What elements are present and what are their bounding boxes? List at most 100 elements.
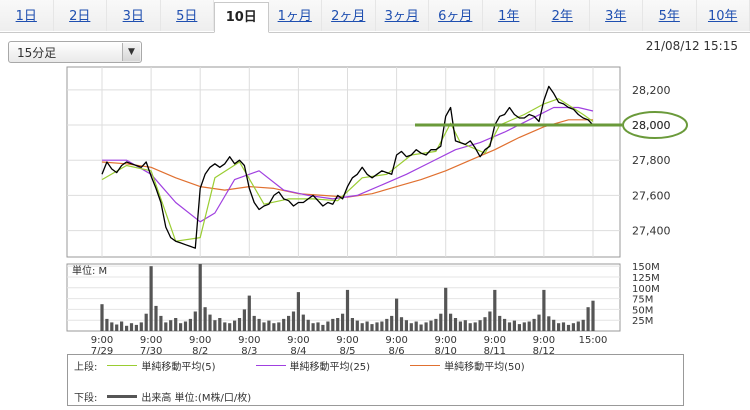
tab-4[interactable]: 10日	[214, 2, 269, 33]
volume-ytick-label: 100M	[632, 284, 660, 295]
tab-7[interactable]: 3ヶ月	[375, 0, 429, 31]
interval-select[interactable]: 15分足 ▼	[8, 41, 142, 63]
tab-2[interactable]: 3日	[107, 0, 161, 31]
legend-ma50-label: 単純移動平均(50)	[444, 362, 525, 373]
volume-bar	[458, 321, 462, 331]
volume-bar	[591, 300, 595, 331]
legend-volume-label: 出来高 単位:(M株/口/枚)	[141, 393, 252, 404]
volume-bar	[110, 322, 114, 331]
volume-bar	[129, 323, 134, 331]
x-tick-date: 8/11	[484, 346, 506, 357]
tab-11[interactable]: 3年	[589, 0, 643, 31]
highlight-ellipse	[622, 111, 688, 140]
volume-bar	[537, 314, 541, 331]
volume-bar	[345, 289, 350, 331]
volume-bar	[419, 324, 423, 331]
volume-bar	[547, 316, 551, 331]
volume-bar	[301, 314, 305, 331]
price-ytick-label: 27,600	[632, 189, 671, 202]
volume-bar	[336, 318, 340, 331]
volume-bar	[169, 320, 173, 331]
volume-bar	[164, 322, 168, 331]
volume-bar	[237, 318, 242, 331]
volume-bar	[247, 295, 251, 331]
volume-bar	[311, 323, 315, 331]
x-tick-time: 9:00	[140, 335, 162, 346]
tab-0[interactable]: 1日	[0, 0, 54, 31]
x-tick-date: 8/3	[241, 346, 257, 357]
interval-select-value: 15分足	[17, 46, 57, 60]
volume-bar	[149, 266, 153, 331]
x-tick-time: 9:00	[336, 335, 358, 346]
volume-bar	[208, 314, 212, 331]
volume-bar	[380, 321, 384, 331]
volume-bar	[306, 319, 310, 331]
price-ytick-label: 27,800	[632, 154, 671, 167]
volume-bar	[331, 318, 335, 331]
volume-bar	[483, 317, 487, 331]
volume-bar	[174, 318, 178, 331]
volume-bar	[355, 320, 359, 331]
tab-6[interactable]: 2ヶ月	[322, 0, 376, 31]
x-tick-time: 15:00	[579, 335, 608, 346]
volume-bar	[272, 323, 276, 331]
volume-bar	[193, 311, 197, 331]
volume-bar	[291, 311, 296, 331]
price-ytick-label: 27,400	[632, 225, 671, 238]
x-tick-time: 9:00	[287, 335, 309, 346]
legend-ma25-swatch	[255, 365, 286, 366]
volume-bar	[478, 320, 482, 331]
volume-ytick-label: 75M	[632, 295, 653, 306]
tab-12[interactable]: 5年	[643, 0, 697, 31]
volume-bar	[586, 307, 590, 331]
volume-bar	[144, 313, 148, 331]
volume-bar	[517, 324, 521, 331]
volume-bar	[218, 318, 222, 331]
volume-bar	[213, 320, 217, 331]
volume-bar	[493, 289, 497, 331]
volume-bar	[488, 311, 492, 331]
volume-bar	[507, 322, 512, 331]
volume-bar	[242, 309, 246, 331]
volume-bar	[203, 307, 207, 331]
tab-3[interactable]: 5日	[160, 0, 214, 31]
legend-volume: 出来高 単位:(M株/口/枚)	[97, 389, 251, 404]
tab-10[interactable]: 2年	[536, 0, 590, 31]
volume-bar	[473, 322, 477, 331]
x-tick-time: 9:00	[91, 335, 113, 346]
tab-5[interactable]: 1ヶ月	[268, 0, 322, 31]
volume-bar	[365, 321, 369, 331]
volume-bar	[296, 292, 300, 331]
volume-bar	[139, 322, 143, 331]
tab-9[interactable]: 1年	[482, 0, 536, 31]
volume-bar	[552, 319, 556, 331]
volume-bar	[257, 318, 261, 331]
volume-bar	[198, 264, 202, 331]
x-tick-date: 8/5	[339, 346, 355, 357]
price-ytick-label: 28,200	[632, 84, 671, 97]
timestamp: 21/08/12 15:15	[645, 39, 738, 53]
legend-ma5: 単純移動平均(5)	[97, 358, 216, 373]
legend-upper-label: 上段:	[74, 362, 98, 373]
volume-bar	[159, 315, 163, 331]
volume-bar	[120, 321, 124, 331]
legend-volume-swatch	[107, 395, 138, 398]
volume-bar	[282, 318, 286, 331]
volume-bar	[252, 315, 256, 331]
volume-ytick-label: 25M	[632, 316, 653, 327]
volume-bar	[512, 320, 516, 331]
volume-bar	[262, 322, 266, 331]
volume-bar	[424, 322, 428, 331]
x-tick-time: 9:00	[189, 335, 211, 346]
volume-bar	[557, 323, 561, 331]
tab-8[interactable]: 6ヶ月	[429, 0, 483, 31]
tab-1[interactable]: 2日	[53, 0, 107, 31]
volume-bar	[503, 318, 507, 331]
period-tabs: 1日 2日 3日 5日 10日 1ヶ月 2ヶ月 3ヶ月 6ヶ月 1年 2年 3年 5年 10年	[0, 0, 750, 33]
volume-bar	[233, 320, 237, 331]
volume-bar	[267, 320, 271, 331]
volume-bar	[453, 318, 458, 331]
volume-bar	[468, 323, 472, 331]
volume-bar	[576, 321, 580, 331]
chevron-down-icon[interactable]: ▼	[122, 43, 140, 61]
